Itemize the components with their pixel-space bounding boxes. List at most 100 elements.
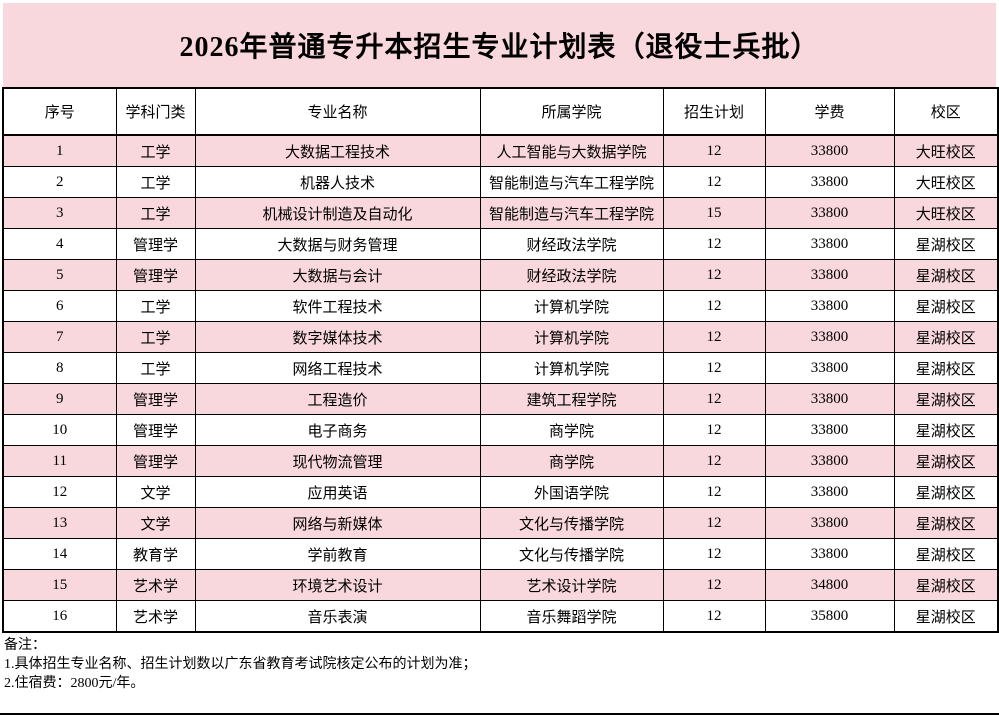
- cell-campus: 星湖校区: [893, 352, 999, 384]
- table-row: 8 工学 网络工程技术 计算机学院 12 33800 星湖校区: [2, 352, 999, 384]
- cell-category: 工学: [115, 290, 196, 322]
- cell-major: 工程造价: [194, 383, 481, 415]
- cell-tuition: 33800: [764, 321, 895, 353]
- cell-college: 文化与传播学院: [479, 507, 664, 539]
- title-banner: 2026年普通专升本招生专业计划表（退役士兵批）: [3, 3, 996, 87]
- cell-college: 计算机学院: [479, 352, 664, 384]
- admission-plan-table: 序号 学科门类 专业名称 所属学院 招生计划 学费 校区 1 工学 大数据工程技术人…: [2, 87, 999, 633]
- cell-quota: 12: [662, 476, 766, 508]
- cell-major: 电子商务: [194, 414, 481, 446]
- cell-college: 计算机学院: [479, 290, 664, 322]
- cell-tuition: 33800: [764, 476, 895, 508]
- page-title: 2026年普通专升本招生专业计划表（退役士兵批）: [179, 32, 820, 63]
- cell-tuition: 33800: [764, 290, 895, 322]
- cell-tuition: 33800: [764, 538, 895, 570]
- cell-quota: 15: [662, 197, 766, 229]
- cell-quota: 12: [662, 445, 766, 477]
- cell-college: 财经政法学院: [479, 259, 664, 291]
- cell-category: 工学: [115, 134, 196, 167]
- notes-section: 备注： 1.具体招生专业名称、招生计划数以广东省教育考试院核定公布的计划为准； …: [4, 636, 999, 693]
- cell-major: 环境艺术设计: [194, 569, 481, 601]
- cell-major: 数字媒体技术: [194, 321, 481, 353]
- cell-quota: 12: [662, 352, 766, 384]
- cell-quota: 12: [662, 538, 766, 570]
- col-header-campus: 校区: [893, 87, 999, 136]
- cell-category: 艺术学: [115, 569, 196, 601]
- note-line-1: 1.具体招生专业名称、招生计划数以广东省教育考试院核定公布的计划为准；: [4, 657, 477, 672]
- cell-category: 管理学: [115, 414, 196, 446]
- cell-category: 管理学: [115, 259, 196, 291]
- cell-college: 文化与传播学院: [479, 538, 664, 570]
- cell-major: 网络工程技术: [194, 352, 481, 384]
- col-header-category: 学科门类: [115, 87, 196, 136]
- cell-category: 管理学: [115, 383, 196, 415]
- cell-quota: 12: [662, 290, 766, 322]
- cell-major: 现代物流管理: [194, 445, 481, 477]
- table-body: 1 工学 大数据工程技术 人工智能与大数据学院 12 33800 大旺校区 2 工学 机器人技术智…: [2, 134, 999, 633]
- cell-category: 艺术学: [115, 600, 196, 633]
- cell-index: 14: [2, 538, 117, 570]
- col-header-major: 专业名称: [194, 87, 481, 136]
- cell-category: 工学: [115, 321, 196, 353]
- cell-major: 机械设计制造及自动化: [194, 197, 481, 229]
- cell-category: 教育学: [115, 538, 196, 570]
- cell-college: 财经政法学院: [479, 228, 664, 260]
- bottom-divider: [0, 713, 999, 715]
- cell-quota: 12: [662, 507, 766, 539]
- table-row: 9 管理学 工程造价 建筑工程学院 12 33800 星湖校区: [2, 383, 999, 415]
- cell-category: 工学: [115, 197, 196, 229]
- table-row: 6 工学 软件工程技术 计算机学院 12 33800 星湖校区: [2, 290, 999, 322]
- col-header-college: 所属学院: [479, 87, 664, 136]
- cell-quota: 12: [662, 321, 766, 353]
- header-row: 序号 学科门类 专业名称 所属学院 招生计划 学费 校区: [2, 87, 999, 136]
- cell-major: 网络与新媒体: [194, 507, 481, 539]
- cell-college: 人工智能与大数据学院: [479, 134, 664, 167]
- table-row: 15 艺术学 环境艺术设计 艺术设计学院 12 34800 星湖校区: [2, 569, 999, 601]
- cell-index: 10: [2, 414, 117, 446]
- cell-campus: 大旺校区: [893, 134, 999, 167]
- cell-quota: 12: [662, 166, 766, 198]
- cell-campus: 星湖校区: [893, 476, 999, 508]
- col-header-quota: 招生计划: [662, 87, 766, 136]
- cell-index: 5: [2, 259, 117, 291]
- cell-major: 音乐表演: [194, 600, 481, 633]
- cell-campus: 星湖校区: [893, 569, 999, 601]
- cell-campus: 星湖校区: [893, 445, 999, 477]
- table-row: 5 管理学 大数据与会计 财经政法学院 12 33800 星湖校区: [2, 259, 999, 291]
- cell-campus: 星湖校区: [893, 414, 999, 446]
- cell-index: 13: [2, 507, 117, 539]
- cell-campus: 大旺校区: [893, 197, 999, 229]
- cell-college: 计算机学院: [479, 321, 664, 353]
- table-row: 4 管理学 大数据与财务管理 财经政法学院 12 33800 星湖校区: [2, 228, 999, 260]
- cell-quota: 12: [662, 259, 766, 291]
- cell-tuition: 35800: [764, 600, 895, 633]
- cell-tuition: 33800: [764, 197, 895, 229]
- cell-index: 12: [2, 476, 117, 508]
- cell-campus: 星湖校区: [893, 600, 999, 633]
- cell-campus: 星湖校区: [893, 290, 999, 322]
- cell-campus: 星湖校区: [893, 321, 999, 353]
- col-header-tuition: 学费: [764, 87, 895, 136]
- cell-tuition: 33800: [764, 166, 895, 198]
- table-row: 16 艺术学 音乐表演 音乐舞蹈学院 12 35800 星湖校区: [2, 600, 999, 633]
- cell-tuition: 33800: [764, 414, 895, 446]
- cell-major: 大数据与财务管理: [194, 228, 481, 260]
- cell-category: 文学: [115, 476, 196, 508]
- table-row: 2 工学 机器人技术 智能制造与汽车工程学院 12 33800 大旺校区: [2, 166, 999, 198]
- cell-index: 1: [2, 134, 117, 167]
- cell-campus: 星湖校区: [893, 228, 999, 260]
- cell-tuition: 34800: [764, 569, 895, 601]
- cell-college: 商学院: [479, 414, 664, 446]
- cell-major: 软件工程技术: [194, 290, 481, 322]
- cell-major: 大数据与会计: [194, 259, 481, 291]
- cell-category: 管理学: [115, 228, 196, 260]
- cell-campus: 大旺校区: [893, 166, 999, 198]
- notes-label: 备注：: [4, 638, 46, 653]
- col-header-index: 序号: [2, 87, 117, 136]
- cell-index: 11: [2, 445, 117, 477]
- cell-category: 工学: [115, 352, 196, 384]
- cell-campus: 星湖校区: [893, 259, 999, 291]
- table-row: 3 工学 机械设计制造及自动化 智能制造与汽车工程学院 15 33800 大旺校区: [2, 197, 999, 229]
- cell-category: 工学: [115, 166, 196, 198]
- cell-tuition: 33800: [764, 507, 895, 539]
